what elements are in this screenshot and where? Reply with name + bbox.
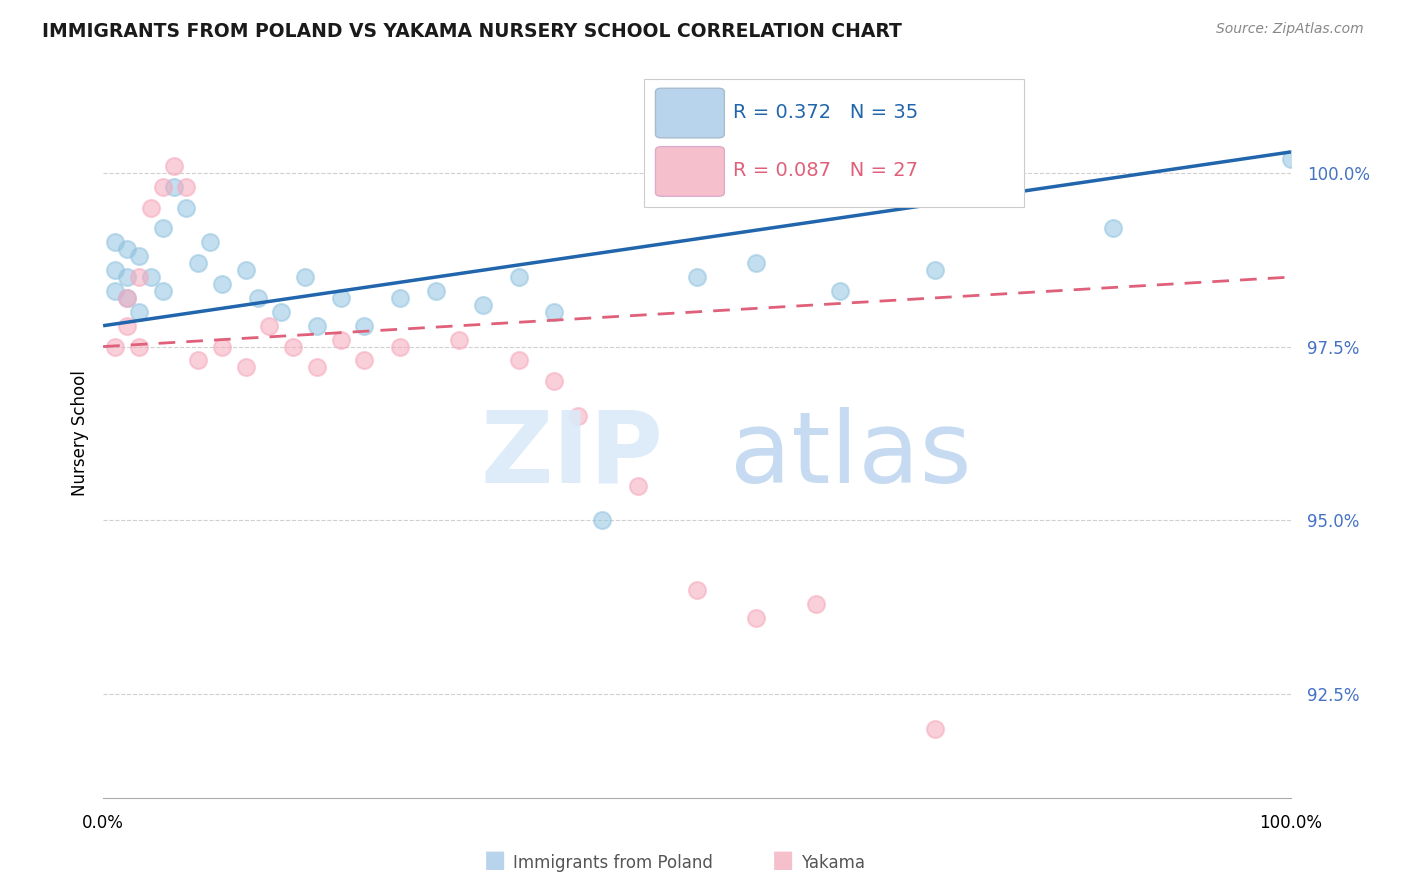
Point (508, 353, 530, 368)
Point (305, 360, 328, 375)
Point (567, 409, 589, 423)
FancyBboxPatch shape (655, 88, 724, 138)
Point (174, 179, 197, 194)
Point (804, 597, 827, 611)
Point (745, 610, 768, 624)
Point (305, 318, 328, 333)
Point (1279, 152, 1302, 166)
Point (246, 291, 269, 305)
Point (353, 353, 375, 368)
Point (152, 221, 174, 235)
Point (163, 159, 186, 173)
Point (235, 263, 257, 277)
Point (353, 318, 375, 333)
Point (828, 284, 851, 298)
Point (115, 242, 138, 256)
Point (174, 201, 197, 215)
Point (235, 360, 257, 375)
Point (187, 353, 209, 368)
Point (187, 256, 209, 270)
Point (627, 478, 650, 492)
Point (591, 513, 613, 527)
Point (115, 318, 138, 333)
Point (128, 270, 150, 285)
Point (198, 235, 221, 250)
Text: Source: ZipAtlas.com: Source: ZipAtlas.com (1216, 22, 1364, 37)
Text: ■: ■ (772, 848, 794, 872)
FancyBboxPatch shape (655, 146, 724, 196)
Point (924, 263, 946, 277)
Point (211, 277, 233, 291)
Point (211, 340, 233, 354)
Point (104, 235, 127, 250)
Text: ■: ■ (484, 848, 506, 872)
Point (128, 340, 150, 354)
Point (508, 270, 530, 285)
Point (425, 284, 447, 298)
Point (128, 249, 150, 263)
Text: Immigrants from Poland: Immigrants from Poland (513, 855, 713, 872)
Point (686, 582, 709, 597)
Text: R = 0.372   N = 35: R = 0.372 N = 35 (733, 103, 918, 122)
Text: Yakama: Yakama (801, 855, 866, 872)
Point (686, 270, 709, 285)
Point (259, 318, 281, 333)
Text: atlas: atlas (730, 407, 972, 504)
Point (745, 256, 768, 270)
Point (139, 270, 162, 285)
Text: R = 0.087   N = 27: R = 0.087 N = 27 (733, 161, 918, 180)
Point (389, 340, 412, 354)
Point (128, 305, 150, 319)
Point (152, 179, 174, 194)
Point (924, 722, 946, 736)
Point (543, 305, 565, 319)
Point (449, 333, 471, 347)
Point (270, 305, 292, 319)
Y-axis label: Nursery School: Nursery School (72, 370, 89, 497)
Point (115, 291, 138, 305)
Point (283, 340, 305, 354)
Point (104, 284, 127, 298)
Point (472, 298, 495, 312)
Point (115, 291, 138, 305)
Point (139, 201, 162, 215)
Point (152, 284, 174, 298)
Point (294, 270, 316, 285)
Point (163, 179, 186, 194)
Text: ZIP: ZIP (481, 407, 664, 504)
Point (115, 270, 138, 285)
Point (104, 263, 127, 277)
Point (543, 375, 565, 389)
Point (104, 340, 127, 354)
Point (329, 333, 352, 347)
Point (1101, 221, 1123, 235)
FancyBboxPatch shape (644, 79, 1024, 207)
Point (329, 291, 352, 305)
Text: IMMIGRANTS FROM POLAND VS YAKAMA NURSERY SCHOOL CORRELATION CHART: IMMIGRANTS FROM POLAND VS YAKAMA NURSERY… (42, 22, 903, 41)
Point (389, 291, 412, 305)
